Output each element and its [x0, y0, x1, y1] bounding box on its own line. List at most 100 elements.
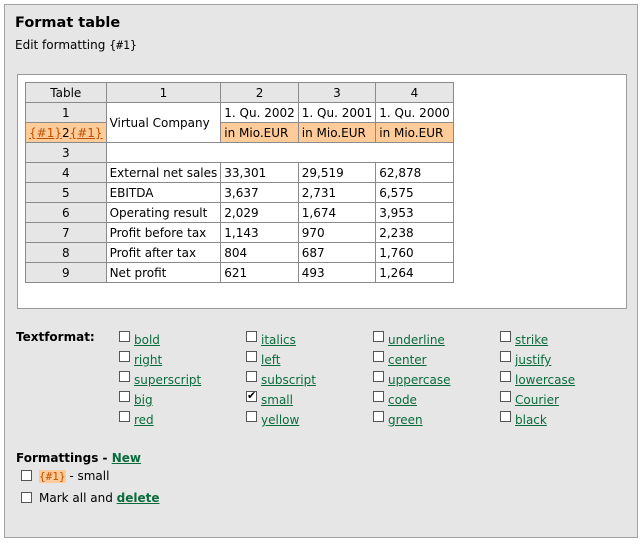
center-link[interactable]: center — [388, 353, 427, 367]
row-label[interactable]: EBITDA — [105, 182, 222, 203]
value-cell[interactable]: 3,637 — [220, 182, 299, 203]
row-label[interactable]: Operating result — [105, 202, 222, 223]
left-link[interactable]: left — [261, 353, 281, 367]
value-cell[interactable]: 2,029 — [220, 202, 299, 223]
black-checkbox[interactable] — [500, 411, 511, 422]
subscript-checkbox[interactable] — [246, 371, 257, 382]
big-link[interactable]: big — [134, 393, 153, 407]
value-cell[interactable]: 1,143 — [220, 222, 299, 243]
code-checkbox[interactable] — [373, 391, 384, 402]
row-header-2[interactable]: {#1}2{#1} — [25, 122, 107, 143]
courier-checkbox[interactable] — [500, 391, 511, 402]
value-cell[interactable]: 621 — [220, 262, 299, 283]
value-cell[interactable]: 6,575 — [375, 182, 454, 203]
row-label[interactable]: External net sales — [105, 162, 222, 183]
unit-cell[interactable]: in Mio.EUR — [220, 122, 299, 143]
value-cell[interactable]: 1,760 — [375, 242, 454, 263]
lowercase-checkbox[interactable] — [500, 371, 511, 382]
uppercase-link[interactable]: uppercase — [388, 373, 451, 387]
table-header-row: Table 1 2 3 4 — [25, 82, 454, 103]
red-checkbox[interactable] — [119, 411, 130, 422]
col-header-2[interactable]: 2 — [220, 82, 299, 103]
value-cell[interactable]: 1,264 — [375, 262, 454, 283]
value-cell[interactable]: 2,238 — [375, 222, 454, 243]
row-header[interactable]: 7 — [25, 222, 107, 243]
col-header-1[interactable]: 1 — [105, 82, 222, 103]
tag-close: {#1} — [69, 125, 103, 140]
formatting-item-text: - small — [69, 469, 110, 483]
strike-link[interactable]: strike — [515, 333, 549, 347]
period-cell[interactable]: 1. Qu. 2002 — [220, 102, 299, 123]
tag-open: {#1} — [29, 125, 62, 140]
value-cell[interactable]: 3,953 — [375, 202, 454, 223]
formatting-item-tag: {#1} — [39, 470, 66, 483]
lowercase-link[interactable]: lowercase — [515, 373, 576, 387]
delete-link[interactable]: delete — [116, 491, 160, 505]
new-formatting-link[interactable]: New — [111, 451, 141, 465]
red-link[interactable]: red — [134, 413, 154, 427]
period-cell[interactable]: 1. Qu. 2000 — [375, 102, 454, 123]
justify-checkbox[interactable] — [500, 351, 511, 362]
value-cell[interactable]: 687 — [297, 242, 377, 263]
uppercase-checkbox[interactable] — [373, 371, 384, 382]
justify-link[interactable]: justify — [515, 353, 552, 367]
small-checkbox[interactable] — [246, 389, 257, 402]
underline-link[interactable]: underline — [388, 333, 445, 347]
small-link[interactable]: small — [261, 393, 293, 407]
row-header-3[interactable]: 3 — [25, 142, 107, 163]
row-label[interactable]: Profit before tax — [105, 222, 222, 243]
value-cell[interactable]: 33,301 — [220, 162, 299, 183]
row-header-1[interactable]: 1 — [25, 102, 107, 123]
value-cell[interactable]: 2,731 — [297, 182, 377, 203]
formatting-item-checkbox[interactable] — [21, 470, 32, 481]
col-header-table[interactable]: Table — [25, 82, 107, 103]
code-link[interactable]: code — [388, 393, 417, 407]
empty-merged-cell[interactable] — [105, 142, 454, 163]
left-checkbox[interactable] — [246, 351, 257, 362]
value-cell[interactable]: 29,519 — [297, 162, 377, 183]
row-header[interactable]: 5 — [25, 182, 107, 203]
value-cell[interactable]: 1,674 — [297, 202, 377, 223]
subscript-link[interactable]: subscript — [261, 373, 316, 387]
yellow-checkbox[interactable] — [246, 411, 257, 422]
row-header[interactable]: 4 — [25, 162, 107, 183]
subtitle-text: Edit formatting — [15, 38, 106, 52]
big-checkbox[interactable] — [119, 391, 130, 402]
yellow-link[interactable]: yellow — [261, 413, 300, 427]
strike-checkbox[interactable] — [500, 331, 511, 342]
value-cell[interactable]: 62,878 — [375, 162, 454, 183]
right-link[interactable]: right — [134, 353, 163, 367]
center-checkbox[interactable] — [373, 351, 384, 362]
value-cell[interactable]: 804 — [220, 242, 299, 263]
unit-cell[interactable]: in Mio.EUR — [375, 122, 454, 143]
row-header[interactable]: 6 — [25, 202, 107, 223]
col-header-4[interactable]: 4 — [375, 82, 454, 103]
green-link[interactable]: green — [388, 413, 423, 427]
row-label[interactable]: Profit after tax — [105, 242, 222, 263]
right-checkbox[interactable] — [119, 351, 130, 362]
unit-cell[interactable]: in Mio.EUR — [297, 122, 377, 143]
row-header[interactable]: 9 — [25, 262, 107, 283]
period-cell[interactable]: 1. Qu. 2001 — [297, 102, 377, 123]
green-checkbox[interactable] — [373, 411, 384, 422]
courier-link[interactable]: Courier — [515, 393, 559, 407]
italics-link[interactable]: italics — [261, 333, 296, 347]
row-header[interactable]: 8 — [25, 242, 107, 263]
company-cell[interactable]: Virtual Company — [105, 102, 222, 143]
bold-checkbox[interactable] — [119, 331, 130, 342]
table-row: 9 Net profit 621 493 1,264 — [25, 262, 454, 283]
underline-checkbox[interactable] — [373, 331, 384, 342]
bold-link[interactable]: bold — [134, 333, 160, 347]
mark-all-label: Mark all and delete — [39, 491, 160, 505]
superscript-checkbox[interactable] — [119, 371, 130, 382]
row-label[interactable]: Net profit — [105, 262, 222, 283]
value-cell[interactable]: 970 — [297, 222, 377, 243]
superscript-link[interactable]: superscript — [134, 373, 202, 387]
textformat-label: Textformat: — [16, 330, 95, 344]
value-cell[interactable]: 493 — [297, 262, 377, 283]
mark-all-checkbox[interactable] — [21, 492, 32, 503]
italics-checkbox[interactable] — [246, 331, 257, 342]
col-header-3[interactable]: 3 — [297, 82, 377, 103]
black-link[interactable]: black — [515, 413, 547, 427]
table-row: {#1}2{#1} in Mio.EUR in Mio.EUR in Mio.E… — [25, 122, 454, 143]
